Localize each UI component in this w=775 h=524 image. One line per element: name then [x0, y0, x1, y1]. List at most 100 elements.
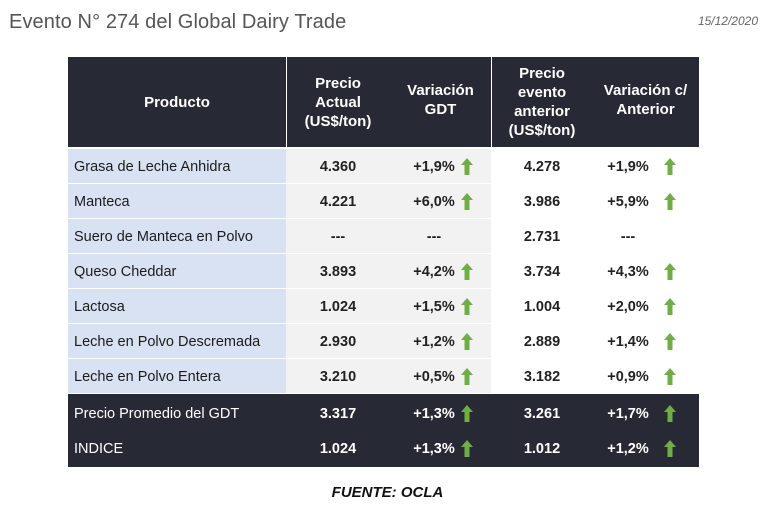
previous-price: 2.731 [523, 228, 561, 245]
current-price: 4.360 [319, 158, 357, 175]
previous-price: 4.278 [523, 158, 561, 175]
previous-variation: +1,7% [607, 405, 649, 422]
row-divider [68, 218, 699, 219]
product-name: Manteca [74, 193, 130, 210]
table-row: Leche en Polvo Entera 3.210 +0,5% 3.182 +0,9… [68, 359, 699, 394]
current-cell-bg [286, 184, 491, 219]
up-arrow-icon [461, 263, 473, 280]
up-arrow-icon [664, 158, 676, 175]
previous-variation: +1,4% [607, 333, 649, 350]
previous-price: 3.261 [523, 405, 561, 422]
current-price: 2.930 [319, 333, 357, 350]
gdt-variation: +1,9% [413, 158, 455, 175]
up-arrow-icon [664, 368, 676, 385]
previous-cell-bg [492, 254, 699, 289]
gdt-variation: +4,2% [413, 263, 455, 280]
product-name: Leche en Polvo Descremada [74, 333, 261, 350]
product-name: INDICE [74, 440, 124, 457]
up-arrow-icon [664, 405, 676, 422]
product-name: Precio Promedio del GDT [74, 405, 240, 422]
up-arrow-icon [461, 193, 473, 210]
header-precio-actual: Precio Actual (US$/ton) [304, 74, 372, 130]
row-divider [68, 393, 699, 394]
current-price: 3.317 [319, 405, 357, 422]
row-divider [68, 253, 699, 254]
up-arrow-icon [461, 368, 473, 385]
previous-cell-bg [492, 324, 699, 359]
previous-price: 1.004 [523, 298, 561, 315]
gdt-variation: +1,3% [413, 405, 455, 422]
name-cell-bg [68, 219, 286, 254]
up-arrow-icon [461, 158, 473, 175]
gdt-variation: +0,5% [413, 368, 455, 385]
name-cell-bg [68, 359, 286, 394]
table-row: Grasa de Leche Anhidra 4.360 +1,9% 4.278 +1,… [68, 149, 699, 184]
page-title: Evento N° 274 del Global Dairy Trade [9, 11, 347, 33]
previous-price: 3.182 [523, 368, 561, 385]
current-price: 3.210 [319, 368, 357, 385]
previous-price: 1.012 [523, 440, 561, 457]
up-arrow-icon [664, 263, 676, 280]
previous-variation: +1,2% [607, 440, 649, 457]
name-cell-bg [68, 149, 286, 184]
source-caption: FUENTE: OCLA [331, 484, 444, 501]
header-divider [491, 57, 492, 147]
previous-cell-bg [492, 289, 699, 324]
name-cell-bg [68, 184, 286, 219]
current-price: 4.221 [319, 193, 357, 210]
table-row: Lactosa 1.024 +1,5% 1.004 +2,0% [68, 289, 699, 324]
previous-cell-bg [492, 149, 699, 184]
dairy-prices-table: Producto Precio Actual (US$/ton) Variaci… [68, 57, 699, 467]
up-arrow-icon [461, 405, 473, 422]
header-variacion-gdt: Variación GDT [407, 82, 474, 118]
previous-price: 2.889 [523, 333, 561, 350]
header-variacion-anterior: Variación c/ Anterior [603, 82, 688, 118]
table-row: Leche en Polvo Descremada 2.930 +1,2% 2.889… [68, 324, 699, 359]
gdt-variation: +1,2% [413, 333, 455, 350]
current-price: 3.893 [319, 263, 357, 280]
previous-variation: +2,0% [607, 298, 649, 315]
current-price: 1.024 [319, 440, 357, 457]
up-arrow-icon [461, 440, 473, 457]
previous-cell-bg [492, 219, 699, 254]
row-divider [68, 323, 699, 324]
current-cell-bg [286, 324, 491, 359]
current-price: 1.024 [319, 298, 357, 315]
gdt-variation: +6,0% [413, 193, 455, 210]
table-row: Suero de Manteca en Polvo --- --- 2.731 --- [68, 219, 699, 254]
table-row: INDICE 1.024 +1,3% 1.012 +1,2% [68, 431, 699, 466]
previous-cell-bg [492, 184, 699, 219]
up-arrow-icon [664, 193, 676, 210]
previous-variation: +5,9% [607, 193, 649, 210]
table-footer: Precio Promedio del GDT 3.317 +1,3% 3.261 +1… [68, 394, 699, 467]
previous-price: 3.734 [523, 263, 561, 280]
header-divider [286, 57, 287, 147]
product-name: Grasa de Leche Anhidra [74, 158, 231, 175]
table-row: Manteca 4.221 +6,0% 3.986 +5,9% [68, 184, 699, 219]
previous-variation: +4,3% [607, 263, 649, 280]
table-row: Precio Promedio del GDT 3.317 +1,3% 3.261 +1… [68, 396, 699, 431]
row-divider [68, 288, 699, 289]
header-producto: Producto [144, 93, 210, 111]
gdt-variation: +1,3% [413, 440, 455, 457]
header-precio-anterior: Precio evento anterior (US$/ton) [508, 65, 576, 139]
table-header: Producto Precio Actual (US$/ton) Variaci… [68, 57, 699, 147]
gdt-variation: --- [426, 228, 442, 245]
up-arrow-icon [664, 440, 676, 457]
current-cell-bg [286, 254, 491, 289]
current-cell-bg [286, 289, 491, 324]
product-name: Suero de Manteca en Polvo [74, 228, 253, 245]
product-name: Leche en Polvo Entera [74, 368, 221, 385]
row-divider [68, 358, 699, 359]
previous-variation: +1,9% [607, 158, 649, 175]
previous-price: 3.986 [523, 193, 561, 210]
current-cell-bg [286, 219, 491, 254]
name-cell-bg [68, 324, 286, 359]
product-name: Lactosa [74, 298, 125, 315]
row-divider [68, 183, 699, 184]
up-arrow-icon [664, 333, 676, 350]
product-name: Queso Cheddar [74, 263, 177, 280]
date-label: 15/12/2020 [697, 14, 758, 28]
previous-cell-bg [492, 359, 699, 394]
gdt-variation: +1,5% [413, 298, 455, 315]
